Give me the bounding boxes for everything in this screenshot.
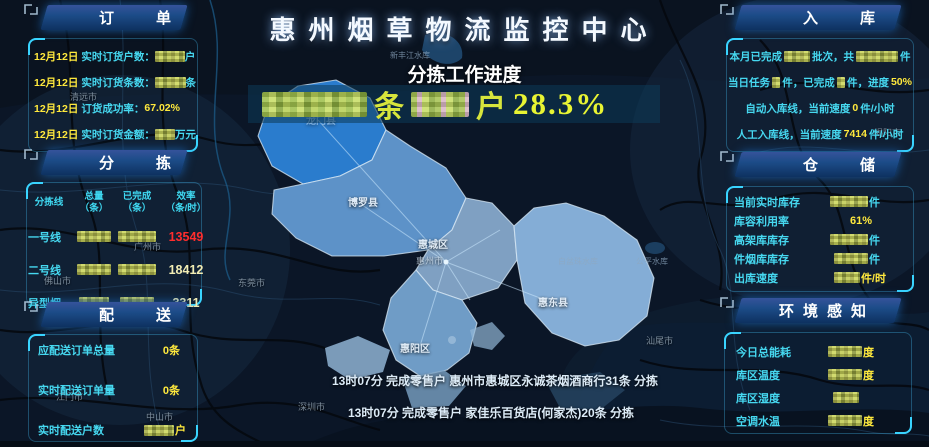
delivery-value-redacted: 户	[144, 422, 190, 438]
ticker-message: 13时07分 完成零售户 惠州市惠城区永诚茶烟酒商行31条 分拣	[332, 374, 659, 388]
ticker-message: 13时07分 完成零售户 家佳乐百货店(何家杰)20条 分拣	[348, 406, 635, 420]
delivery-row: 实时配送户数 户	[38, 422, 190, 438]
delivery-label: 应配送订单总量	[38, 345, 115, 357]
delivery-value: 0条	[162, 385, 180, 397]
order-value-redacted	[154, 50, 185, 62]
storage-row: 当前实时库存 件	[734, 196, 880, 209]
sorting-header: 分拣	[40, 150, 213, 175]
corner-glyph-icon	[720, 4, 734, 15]
inbound-line: 当日任务 件，已完成 件，进度 50%	[728, 76, 912, 89]
environment-title: 环境感知	[778, 303, 875, 320]
corner-glyph-icon	[24, 4, 38, 15]
storage-title: 仓储	[802, 157, 917, 174]
environment-row: 库区湿度	[736, 386, 904, 409]
progress-percent: 28.3%	[513, 86, 609, 121]
order-label: 实时订货金额：	[81, 128, 155, 141]
sorting-panel: 分拣 分拣线 总量 （条） 已完成 （条） 效率 （条/时） 一号线 13549…	[24, 149, 213, 310]
sorting-col-total: 总量 （条）	[79, 190, 109, 214]
order-date: 12月12日	[34, 50, 79, 63]
delivery-row: 实时配送订单量 0条	[38, 382, 190, 398]
order-date: 12月12日	[34, 102, 79, 115]
order-unit: 户	[184, 50, 196, 63]
progress-unit1: 条	[374, 91, 404, 124]
orders-header: 订单	[40, 5, 213, 30]
order-unit: 万元	[175, 128, 196, 141]
order-label: 实时订货条数：	[81, 76, 155, 89]
sorting-done-redacted	[114, 253, 160, 286]
delivery-label: 实时配送订单量	[38, 385, 115, 397]
orders-title: 订单	[98, 10, 213, 27]
delivery-header: 配送	[40, 302, 213, 327]
order-row: 12月12日 实时订货户数： 户	[30, 43, 196, 69]
storage-row: 库容利用率 61%	[734, 211, 906, 230]
progress-subtitle: 分拣工作进度	[407, 65, 522, 86]
storage-frame	[726, 186, 914, 292]
order-value-redacted	[154, 76, 186, 88]
sorting-rate: 18412	[168, 262, 204, 277]
progress-stats: 条 户 28.3%	[262, 84, 608, 124]
storage-utilization: 61%	[849, 214, 872, 227]
inbound-panel: 入库 本月已完成 批次，共 件 当日任务 件，已完成 件，进度 50% 自动入库…	[720, 4, 917, 152]
environment-frame	[724, 332, 912, 434]
sorting-rate: 13549	[168, 229, 204, 244]
inbound-frame	[726, 38, 914, 152]
order-row: 12月12日 实时订货金额： 万元	[30, 121, 196, 147]
storage-row: 件烟库库存 件	[734, 253, 880, 266]
sorting-line-name: 二号线	[28, 264, 61, 277]
order-date: 12月12日	[34, 128, 79, 141]
environment-row: 今日总能耗 度	[736, 346, 874, 359]
orders-panel: 订单 12月12日 实时订货户数： 户 12月12日 实时订货条数： 条 12月…	[24, 4, 213, 152]
sorting-title: 分拣	[98, 155, 213, 172]
inbound-line: 自动入库线，当前速度 0 件/小时	[745, 102, 895, 115]
delivery-label: 实时配送户数	[38, 425, 104, 437]
inbound-progress-value: 50%	[890, 76, 912, 88]
order-value: 67.02%	[144, 102, 180, 114]
environment-row: 库区温度 度	[736, 369, 874, 382]
storage-header: 仓储	[734, 152, 917, 177]
sorting-table: 分拣线 总量 （条） 已完成 （条） 效率 （条/时） 一号线 13549 二号…	[24, 186, 212, 319]
inbound-manual-rate-value: 7414	[843, 128, 867, 140]
progress-households-redacted	[411, 91, 469, 117]
inbound-line: 人工入库线，当前速度 7414 件/小时	[736, 128, 904, 141]
order-label: 订货成功率：	[81, 102, 145, 115]
environment-panel: 环境感知 今日总能耗 度 库区温度 度 库区湿度 空调水温 度	[720, 297, 912, 434]
order-unit: 条	[185, 76, 197, 89]
delivery-panel: 配送 应配送订单总量 0条 实时配送订单量 0条 实时配送户数 户	[24, 301, 213, 442]
sorting-total-redacted	[74, 220, 114, 253]
sorting-col-done: 已完成 （条）	[122, 190, 152, 214]
storage-row: 高架库库存 件	[734, 234, 880, 247]
inbound-auto-rate-value: 0	[852, 102, 859, 114]
inbound-header: 入库	[734, 5, 917, 30]
order-row: 12月12日 实时订货条数： 条	[30, 69, 196, 95]
order-label: 实时订货户数：	[81, 50, 155, 63]
sorting-line-name: 一号线	[28, 231, 61, 244]
corner-glyph-icon	[720, 297, 734, 308]
progress-count-redacted	[262, 91, 367, 117]
order-row: 12月12日 订货成功率： 67.02%	[30, 95, 196, 121]
delivery-row: 应配送订单总量 0条	[38, 342, 190, 358]
sorting-done-redacted	[114, 220, 160, 253]
order-date: 12月12日	[34, 76, 79, 89]
environment-header: 环境感知	[734, 298, 902, 323]
page-title: 惠州烟草物流监控中心	[269, 15, 660, 45]
delivery-value: 0条	[162, 345, 180, 357]
storage-row: 出库速度 件/时	[734, 272, 886, 285]
progress-unit2: 户	[476, 91, 506, 124]
sorting-col-rate: 效率 （条/时）	[165, 190, 207, 214]
corner-glyph-icon	[24, 149, 38, 160]
corner-glyph-icon	[720, 151, 734, 162]
environment-row: 空调水温 度	[736, 415, 874, 428]
storage-panel: 仓储 当前实时库存 件 库容利用率 61% 高架库库存 件 件烟库库存 件 出库…	[720, 151, 917, 292]
corner-glyph-icon	[24, 301, 38, 312]
inbound-title: 入库	[802, 10, 917, 27]
sorting-col-line: 分拣线	[34, 196, 64, 208]
delivery-frame	[28, 334, 198, 442]
delivery-title: 配送	[98, 307, 213, 324]
inbound-line: 本月已完成 批次，共 件	[729, 50, 911, 63]
delivery-unit: 户	[175, 425, 186, 437]
sorting-total-redacted	[74, 253, 114, 286]
order-value-redacted	[154, 128, 175, 140]
